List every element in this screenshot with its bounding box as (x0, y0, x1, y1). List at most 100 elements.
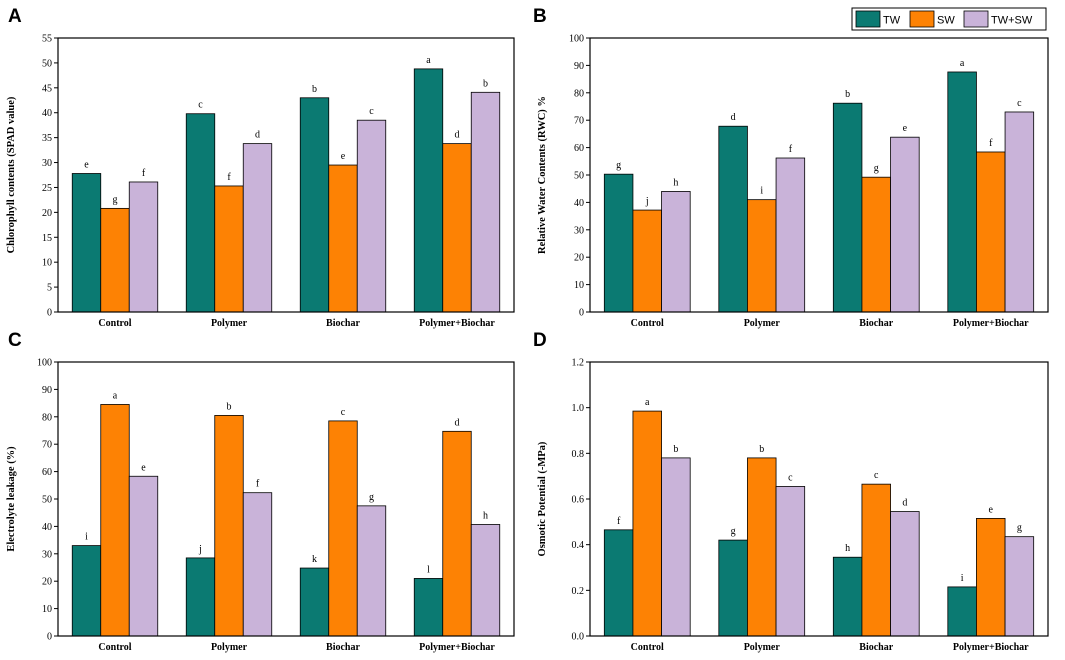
x-category-label: Biochar (859, 642, 893, 653)
bar-sw-polymer (747, 457, 777, 637)
y-tick-label: 40 (574, 198, 584, 209)
significance-letter: h (673, 177, 678, 188)
bar-tw-polymer-biochar (413, 68, 444, 313)
significance-letter: b (759, 444, 764, 455)
plot-frame (589, 361, 1049, 637)
y-tick-label: 0.6 (572, 495, 585, 506)
significance-letter: g (616, 160, 621, 171)
bar-tw-sw-control (661, 457, 691, 637)
significance-letter: e (903, 123, 908, 134)
y-axis-title: Osmotic Potential (-MPa) (537, 441, 548, 556)
x-category-label: Polymer (211, 318, 248, 329)
significance-letter: d (455, 130, 460, 141)
significance-letter: c (1017, 98, 1022, 109)
y-tick-label: 0 (579, 308, 584, 319)
y-axis-title: Electrolyte leakage (%) (6, 446, 17, 552)
significance-letter: a (960, 58, 965, 69)
y-tick-label: 90 (42, 385, 52, 396)
significance-letter: b (483, 78, 488, 89)
y-tick-label: 1.2 (572, 358, 585, 369)
significance-letter: b (845, 89, 850, 100)
significance-letter: j (645, 196, 649, 207)
bar-sw-control (632, 410, 662, 637)
plot-frame (57, 361, 515, 637)
x-category-label: Control (631, 642, 664, 653)
significance-letter: g (113, 194, 118, 205)
legend-label-tw: TW (883, 15, 901, 27)
x-category-label: Control (98, 642, 131, 653)
legend-label-tw-sw: TW+SW (991, 15, 1033, 27)
bar-tw-sw-control (661, 191, 691, 313)
y-tick-label: 30 (574, 225, 584, 236)
significance-letter: c (874, 470, 879, 481)
significance-letter: g (369, 492, 374, 503)
y-tick-label: 100 (569, 34, 584, 45)
bar-tw-sw-polymer-biochar (1004, 536, 1035, 637)
significance-letter: b (227, 401, 232, 412)
bar-tw-sw-biochar (890, 511, 920, 637)
y-tick-label: 0.0 (572, 632, 585, 643)
legend-swatch-tw-sw (963, 10, 989, 28)
significance-letter: f (256, 479, 260, 490)
legend-frame (851, 7, 1047, 31)
plot-frame (57, 37, 515, 313)
significance-letter: g (874, 163, 879, 174)
significance-letter: l (427, 564, 430, 575)
bar-sw-biochar (328, 420, 358, 637)
significance-letter: a (426, 55, 431, 66)
significance-letter: f (789, 144, 793, 155)
bar-tw-polymer-biochar (413, 578, 444, 637)
y-tick-label: 25 (42, 183, 52, 194)
y-tick-label: 20 (42, 577, 52, 588)
y-axis-title: Relative Water Contents (RWC) % (537, 96, 548, 254)
panel-b: B 0 10 20 30 40 50 60 70 80 90 100 Relative Water Co… (533, 6, 1049, 329)
legend-swatch-sw (909, 10, 935, 28)
bar-sw-control (100, 404, 130, 637)
y-tick-label: 40 (42, 522, 52, 533)
bar-sw-biochar (328, 164, 358, 313)
y-tick-label: 10 (42, 604, 52, 615)
y-tick-label: 50 (42, 58, 52, 69)
significance-letter: g (731, 526, 736, 537)
bar-tw-sw-control (128, 475, 159, 637)
bar-sw-polymer-biochar (442, 430, 472, 637)
y-tick-label: 5 (47, 283, 52, 294)
significance-letter: h (483, 510, 488, 521)
significance-letter: a (113, 390, 118, 401)
bar-sw-polymer (747, 199, 777, 313)
y-axis-title: Chlorophyll contents (SPAD value) (6, 96, 17, 253)
significance-letter: f (142, 168, 146, 179)
x-category-label: Polymer (744, 642, 781, 653)
panel-d: D 0.0 0.2 0.4 0.6 0.8 1.0 1.2 Osmotic Potential … (533, 330, 1049, 653)
bar-sw-control (632, 209, 662, 313)
y-tick-label: 50 (42, 495, 52, 506)
significance-letter: f (617, 516, 621, 527)
y-tick-label: 60 (42, 467, 52, 478)
legend-label-sw: SW (937, 15, 955, 27)
bar-tw-sw-polymer (775, 157, 806, 313)
bar-tw-sw-biochar (890, 136, 920, 313)
bar-tw-control (603, 173, 634, 313)
y-tick-label: 80 (574, 88, 584, 99)
y-tick-label: 0 (47, 308, 52, 319)
significance-letter: g (1017, 523, 1022, 534)
significance-letter: c (198, 100, 203, 111)
bar-tw-sw-control (128, 181, 159, 313)
bar-tw-biochar (299, 97, 330, 313)
bar-tw-sw-polymer (242, 492, 273, 637)
y-tick-label: 10 (42, 258, 52, 269)
x-category-label: Control (631, 318, 664, 329)
significance-letter: c (369, 106, 374, 117)
x-category-label: Biochar (326, 318, 360, 329)
x-category-label: Polymer+Biochar (953, 318, 1029, 329)
significance-letter: f (227, 172, 231, 183)
bar-tw-polymer (185, 113, 216, 313)
y-tick-label: 0.2 (572, 586, 585, 597)
bar-tw-polymer-biochar (947, 586, 977, 637)
panel-letter: A (8, 6, 22, 27)
bar-sw-polymer-biochar (976, 151, 1006, 313)
y-tick-label: 70 (42, 440, 52, 451)
bar-tw-polymer (718, 539, 748, 637)
significance-letter: b (673, 444, 678, 455)
